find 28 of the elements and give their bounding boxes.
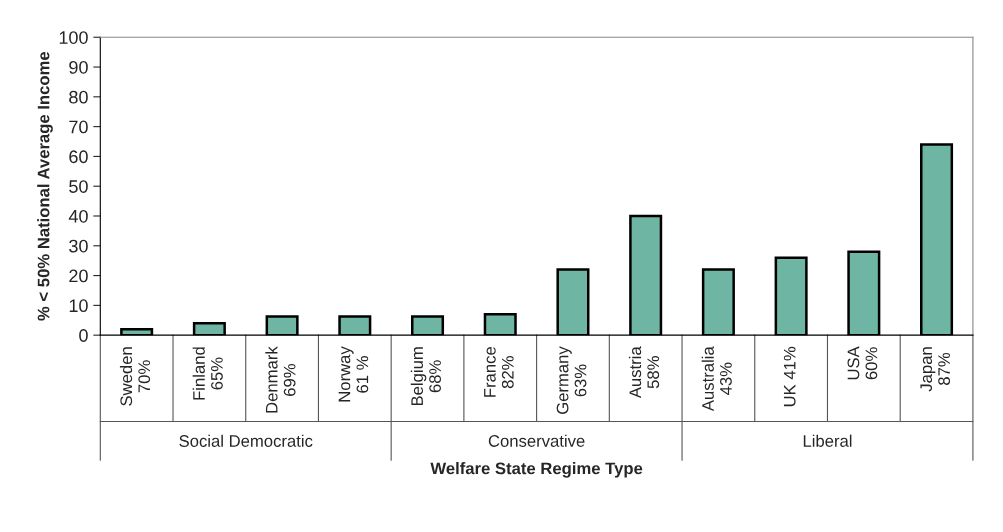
y-tick-label: 100	[59, 31, 88, 44]
x-tick-label: Sweden 70%	[119, 347, 151, 406]
y-tick-label: 40	[68, 209, 88, 223]
x-tick-label: Germany 63%	[556, 346, 587, 414]
x-tick-label: Australia 43%	[701, 346, 732, 412]
text: Social Democratic	[179, 434, 313, 447]
y-tick-label: 60	[69, 150, 88, 164]
x-tick-label: Norway 61 %	[338, 346, 369, 402]
y-axis-title: % < 50% National Average Income	[37, 51, 53, 321]
x-tick-label: UK 41%	[783, 346, 796, 407]
y-tick-label: 80	[69, 90, 88, 104]
y-tick-label: 20	[69, 269, 88, 283]
y-tick-label: 30	[69, 239, 88, 253]
y-tick-label: 50	[69, 180, 88, 193]
x-tick-label: France 82%	[484, 347, 514, 397]
y-tick-label: 0	[79, 329, 88, 342]
text: Conservative	[488, 434, 585, 447]
x-tick-label: Finland 65%	[192, 347, 223, 400]
y-tick-label: 10	[69, 299, 88, 313]
y-tick-label: 90	[69, 60, 88, 74]
x-tick-label: Japan 87%	[920, 347, 950, 392]
x-tick-label: USA 60%	[847, 346, 878, 380]
x-tick-label: Belgium 68%	[410, 347, 441, 406]
text: Liberal	[803, 434, 852, 447]
x-axis-title: Welfare State Regime Type	[430, 462, 643, 478]
x-tick-label: Denmark 69%	[265, 346, 296, 413]
y-tick-label: 70	[69, 120, 88, 134]
x-tick-label: Austria 58%	[628, 346, 660, 399]
